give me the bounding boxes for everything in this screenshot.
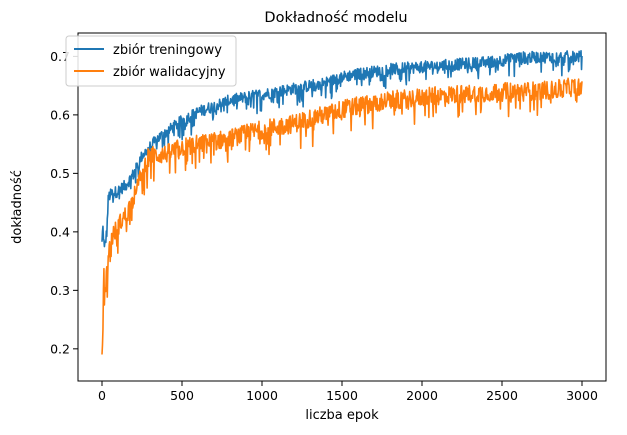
y-axis: 0.2 0.3 0.4 0.5 0.6 0.7 <box>50 49 78 356</box>
x-tick-label: 0 <box>98 388 106 403</box>
series-line-0 <box>101 49 583 248</box>
y-tick-label: 0.2 <box>50 341 70 356</box>
legend-label-validation: zbiór walidacyjny <box>113 65 226 80</box>
y-axis-label: dokładność <box>10 170 25 244</box>
legend: zbiór treningowy zbiór walidacyjny <box>65 35 237 87</box>
legend-label-training: zbiór treningowy <box>113 43 222 58</box>
x-axis-label: liczba epok <box>305 408 379 423</box>
y-tick-label: 0.6 <box>50 107 70 122</box>
chart-title: Dokładność modelu <box>264 10 407 26</box>
x-tick-label: 3000 <box>566 388 598 403</box>
y-tick-label: 0.7 <box>50 49 70 64</box>
x-tick-label: 1500 <box>326 388 358 403</box>
legend-box <box>65 35 237 87</box>
x-axis: 0 500 1000 1500 2000 2500 3000 <box>98 381 598 403</box>
x-tick-label: 500 <box>170 388 194 403</box>
x-tick-label: 2500 <box>486 388 518 403</box>
plot-area <box>101 49 583 355</box>
x-tick-label: 1000 <box>246 388 278 403</box>
x-tick-label: 2000 <box>406 388 438 403</box>
y-tick-label: 0.3 <box>50 283 70 298</box>
y-tick-label: 0.4 <box>50 224 70 239</box>
y-tick-label: 0.5 <box>50 166 70 181</box>
series-line-1 <box>101 77 583 355</box>
